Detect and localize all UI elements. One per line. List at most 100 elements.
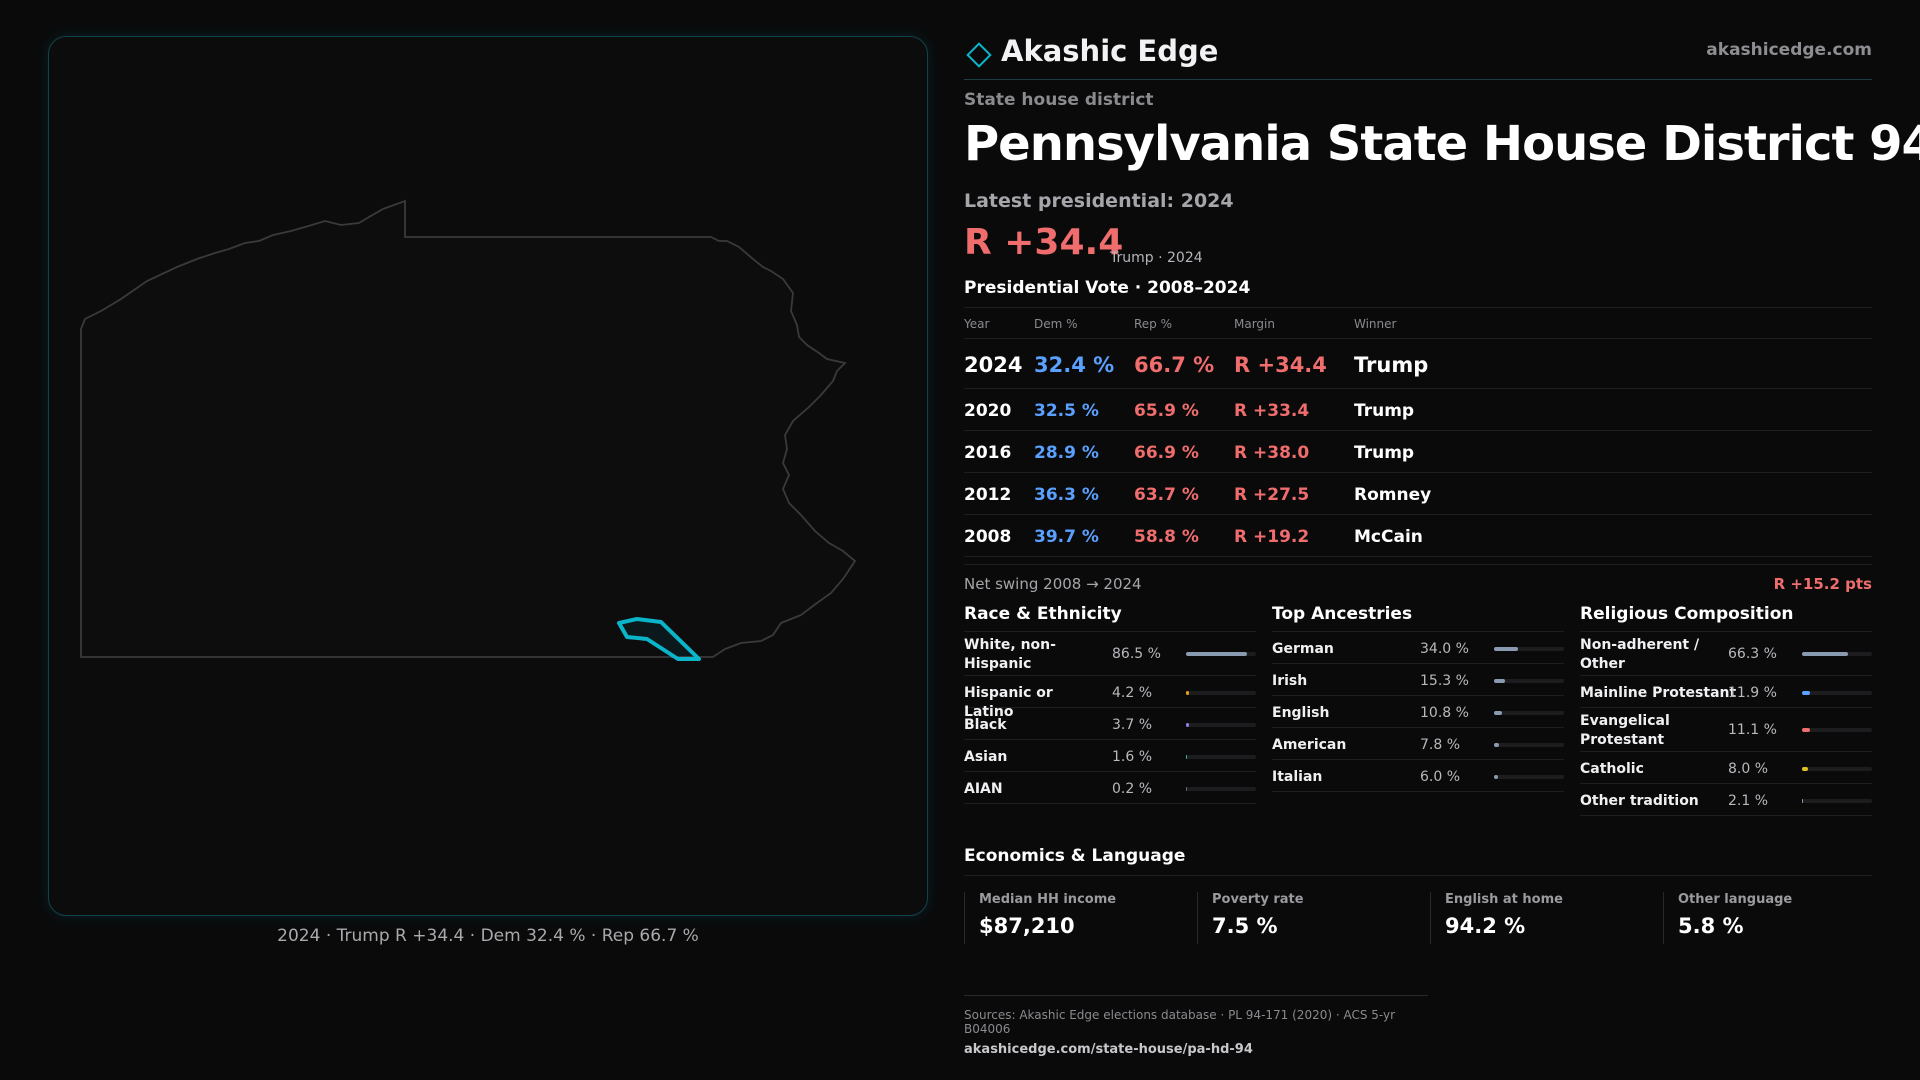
bar-track bbox=[1802, 799, 1872, 803]
net-swing-label: Net swing 2008 → 2024 bbox=[964, 575, 1142, 593]
bar-fill bbox=[1494, 647, 1518, 651]
bar-fill bbox=[1494, 775, 1499, 779]
bar-track bbox=[1802, 728, 1872, 732]
year-cell: 2008 bbox=[964, 527, 1012, 547]
item-value: 10.8 % bbox=[1420, 705, 1469, 721]
margin-cell: R +27.5 bbox=[1234, 485, 1310, 505]
map-panel[interactable] bbox=[48, 36, 928, 916]
item-label: Hispanic or Latino bbox=[964, 685, 1053, 720]
bar-track bbox=[1494, 711, 1564, 715]
list-item: White, non-Hispanic 86.5 % bbox=[964, 632, 1256, 676]
bar-fill bbox=[1802, 728, 1810, 732]
bar-track bbox=[1494, 647, 1564, 651]
item-label: Italian bbox=[1272, 769, 1323, 785]
table-row: 2024 32.4 % 66.7 % R +34.4 Trump bbox=[964, 339, 1872, 389]
vote-table: Year Dem % Rep % Margin Winner 2024 32.4… bbox=[964, 307, 1872, 557]
list-item: Italian 6.0 % bbox=[1272, 760, 1564, 792]
winner-cell: Trump bbox=[1354, 401, 1415, 421]
district-type: State house district bbox=[964, 90, 1154, 110]
bar-fill bbox=[1494, 679, 1505, 683]
item-label: Asian bbox=[964, 749, 1008, 765]
item-value: 66.3 % bbox=[1728, 646, 1777, 662]
econ-poverty-rate: Poverty rate 7.5 % bbox=[1197, 892, 1417, 944]
econ-english-at-home: English at home 94.2 % bbox=[1430, 892, 1650, 944]
rep-cell: 58.8 % bbox=[1134, 527, 1199, 547]
bar-track bbox=[1186, 652, 1256, 656]
brand-name: Akashic Edge bbox=[1001, 34, 1219, 68]
item-label: Other tradition bbox=[1580, 793, 1699, 809]
econ-value: $87,210 bbox=[979, 914, 1075, 938]
footer-link[interactable]: akashicedge.com/state-house/pa-hd-94 bbox=[964, 1042, 1253, 1057]
margin-cell: R +38.0 bbox=[1234, 443, 1310, 463]
table-row: 2020 32.5 % 65.9 % R +33.4 Trump bbox=[964, 389, 1872, 431]
page-title: Pennsylvania State House District 94 bbox=[964, 116, 1920, 172]
margin-cell: R +34.4 bbox=[1234, 353, 1327, 377]
margin-cell: R +19.2 bbox=[1234, 527, 1310, 547]
header-winner: Winner bbox=[1354, 317, 1397, 331]
econ-label: Poverty rate bbox=[1212, 892, 1304, 907]
item-value: 4.2 % bbox=[1112, 685, 1153, 701]
item-label: Evangelical Protestant bbox=[1580, 713, 1670, 748]
list-item: Catholic 8.0 % bbox=[1580, 752, 1872, 784]
header-year: Year bbox=[964, 317, 990, 331]
item-value: 0.2 % bbox=[1112, 781, 1153, 797]
rep-cell: 66.9 % bbox=[1134, 443, 1199, 463]
bar-track bbox=[1802, 767, 1872, 771]
brand-url[interactable]: akashicedge.com bbox=[1706, 40, 1872, 60]
econ-value: 5.8 % bbox=[1678, 914, 1744, 938]
item-label: White, non-Hispanic bbox=[964, 637, 1056, 672]
net-swing-value: R +15.2 pts bbox=[1773, 575, 1872, 593]
race-ethnicity-title: Race & Ethnicity bbox=[964, 600, 1256, 632]
footer-sources: Sources: Akashic Edge elections database… bbox=[964, 1008, 1396, 1036]
item-label: Irish bbox=[1272, 673, 1308, 689]
item-label: Black bbox=[964, 717, 1007, 733]
district-outline[interactable] bbox=[617, 617, 701, 661]
item-value: 34.0 % bbox=[1420, 641, 1469, 657]
item-value: 15.3 % bbox=[1420, 673, 1469, 689]
list-item: Black 3.7 % bbox=[964, 708, 1256, 740]
econ-value: 94.2 % bbox=[1445, 914, 1526, 938]
bar-fill bbox=[1186, 691, 1189, 695]
table-row: 2012 36.3 % 63.7 % R +27.5 Romney bbox=[964, 473, 1872, 515]
bar-fill bbox=[1186, 755, 1188, 759]
latest-margin-subtitle: Trump · 2024 bbox=[1110, 250, 1203, 266]
year-cell: 2012 bbox=[964, 485, 1012, 505]
econ-label: English at home bbox=[1445, 892, 1563, 907]
item-value: 86.5 % bbox=[1112, 646, 1161, 662]
ancestries-title: Top Ancestries bbox=[1272, 600, 1564, 632]
vote-table-title: Presidential Vote · 2008–2024 bbox=[964, 278, 1251, 298]
list-item: AIAN 0.2 % bbox=[964, 772, 1256, 804]
brand-header: Akashic Edge akashicedge.com bbox=[964, 30, 1872, 80]
item-label: Catholic bbox=[1580, 761, 1644, 777]
econ-value: 7.5 % bbox=[1212, 914, 1278, 938]
bar-fill bbox=[1494, 711, 1502, 715]
header-margin: Margin bbox=[1234, 317, 1275, 331]
item-label: AIAN bbox=[964, 781, 1003, 797]
bar-track bbox=[1802, 652, 1872, 656]
year-cell: 2024 bbox=[964, 353, 1023, 377]
bar-track bbox=[1494, 679, 1564, 683]
bar-fill bbox=[1802, 652, 1849, 656]
item-label: American bbox=[1272, 737, 1347, 753]
list-item: Other tradition 2.1 % bbox=[1580, 784, 1872, 816]
bar-track bbox=[1186, 755, 1256, 759]
bar-track bbox=[1186, 723, 1256, 727]
list-item: Asian 1.6 % bbox=[964, 740, 1256, 772]
rep-cell: 66.7 % bbox=[1134, 353, 1215, 377]
bar-track bbox=[1494, 743, 1564, 747]
winner-cell: Romney bbox=[1354, 485, 1432, 505]
item-value: 1.6 % bbox=[1112, 749, 1153, 765]
item-value: 8.0 % bbox=[1728, 761, 1769, 777]
info-panel: Akashic Edge akashicedge.com State house… bbox=[964, 0, 1920, 1080]
year-cell: 2020 bbox=[964, 401, 1012, 421]
header-rep: Rep % bbox=[1134, 317, 1173, 331]
econ-other-language: Other language 5.8 % bbox=[1663, 892, 1883, 944]
bar-track bbox=[1494, 775, 1564, 779]
econ-label: Median HH income bbox=[979, 892, 1117, 907]
race-ethnicity-section: Race & Ethnicity White, non-Hispanic 86.… bbox=[964, 600, 1256, 804]
list-item: German 34.0 % bbox=[1272, 632, 1564, 664]
footer: Sources: Akashic Edge elections database… bbox=[964, 995, 1428, 1057]
year-cell: 2016 bbox=[964, 443, 1012, 463]
dem-cell: 39.7 % bbox=[1034, 527, 1099, 547]
header-dem: Dem % bbox=[1034, 317, 1078, 331]
